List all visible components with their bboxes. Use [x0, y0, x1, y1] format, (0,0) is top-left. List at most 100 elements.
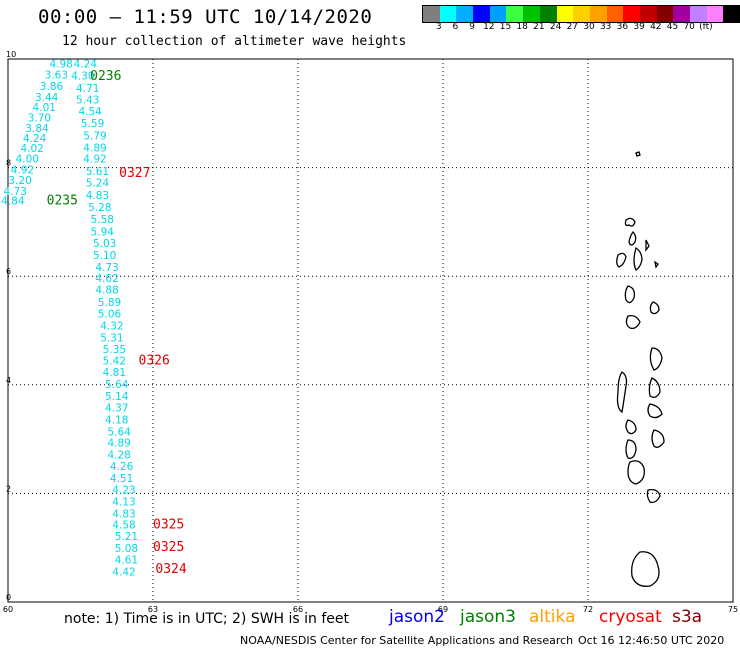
- color-scale-label: 45: [666, 22, 679, 32]
- color-swatch: [573, 6, 590, 22]
- pass-time-label: 0235: [47, 194, 78, 209]
- wave-height-value: 4.83: [86, 190, 109, 202]
- island-outline: [633, 246, 643, 271]
- wave-height-value: 5.24: [86, 178, 110, 190]
- color-scale-bar: [422, 5, 740, 23]
- color-scale-label: 12: [483, 22, 495, 32]
- wave-height-value: 4.24: [23, 133, 47, 145]
- wave-height-value: 4.42: [112, 566, 135, 578]
- legend-cryosat: cryosat: [599, 607, 662, 627]
- color-swatch: [606, 6, 624, 22]
- map-frame: [7, 58, 734, 603]
- lon-tick-label: 60: [3, 605, 13, 614]
- island-outline: [645, 239, 659, 269]
- color-swatch: [656, 6, 674, 22]
- pass-time-label: 0326: [139, 354, 170, 369]
- color-swatch: [673, 6, 690, 22]
- island-outline: [624, 285, 636, 304]
- color-scale-labels: 3 6 9 12 15 18 21 24 27 30 33 36 39 42 45 70 (ft): [422, 22, 740, 34]
- color-scale-label: 24: [549, 22, 562, 32]
- color-scale-label: 30: [583, 22, 595, 32]
- color-swatch: [439, 6, 457, 22]
- wave-height-value: 4.73: [95, 262, 118, 274]
- wave-height-value: 5.35: [103, 344, 126, 356]
- wave-height-value: 5.79: [83, 130, 106, 142]
- color-scale-label: 15: [499, 22, 512, 32]
- wave-height-value: 5.03: [93, 238, 116, 250]
- wave-height-value: 5.64: [107, 426, 131, 438]
- color-scale-label: 33: [599, 22, 612, 32]
- color-swatch: [506, 6, 524, 22]
- wave-height-value: 4.13: [112, 496, 135, 508]
- color-swatch: [639, 6, 657, 22]
- color-scale-label: 36: [616, 22, 629, 32]
- color-scale-label: 18: [516, 22, 528, 32]
- island-outline: [649, 301, 660, 315]
- color-swatch: [456, 6, 474, 22]
- island-outline: [616, 252, 627, 268]
- island-outline: [635, 151, 641, 157]
- wave-height-value: 3.44: [35, 92, 59, 104]
- wave-height-value: 4.02: [20, 143, 43, 155]
- wave-height-value: 5.28: [88, 202, 111, 214]
- wave-height-value: 4.73: [4, 186, 27, 198]
- lat-tick-label: 10: [6, 50, 16, 59]
- island-outline: [627, 460, 645, 485]
- wave-height-value: 4.89: [107, 438, 130, 450]
- color-scale-label: 27: [566, 22, 579, 32]
- wave-height-value: 5.59: [81, 118, 104, 130]
- wave-height-value: 4.30: [71, 71, 94, 83]
- island-outline: [631, 551, 660, 587]
- island-outline: [648, 377, 661, 398]
- wave-height-value: 4.83: [112, 508, 135, 520]
- wave-height-value: 5.42: [103, 356, 126, 368]
- chart-subtitle: 12 hour collection of altimeter wave hei…: [62, 34, 407, 49]
- color-swatch: [723, 6, 740, 22]
- wave-height-value: 5.14: [105, 391, 129, 403]
- wave-height-value: 5.89: [98, 297, 121, 309]
- pass-time-label: 0236: [90, 69, 121, 84]
- wave-height-value: 5.94: [91, 226, 115, 238]
- color-scale-label: 3: [435, 22, 442, 32]
- chart-title: 00:00 – 11:59 UTC 10/14/2020: [38, 6, 373, 28]
- wave-height-value: 4.23: [112, 484, 135, 496]
- island-outline: [628, 231, 637, 246]
- wave-height-value: 3.70: [28, 112, 51, 124]
- lat-tick-label: 4: [6, 376, 11, 385]
- wave-height-value: 4.98: [49, 59, 72, 71]
- wave-height-value: 3.20: [8, 175, 31, 187]
- color-swatch: [690, 6, 707, 22]
- island-outline: [625, 419, 637, 435]
- lat-tick-label: 6: [6, 267, 11, 276]
- pass-time-label: 0324: [155, 562, 186, 577]
- wave-height-value: 5.06: [98, 308, 122, 320]
- wave-height-value: 4.01: [33, 102, 56, 114]
- wave-height-value: 4.61: [115, 554, 138, 566]
- pass-time-label: 0325: [153, 540, 184, 555]
- color-scale-label: 6: [452, 22, 459, 32]
- legend-jason2: jason2: [389, 607, 445, 627]
- island-outline: [646, 488, 661, 504]
- color-swatch: [589, 6, 607, 22]
- island-outline: [649, 347, 663, 371]
- wave-height-value: 4.26: [110, 461, 134, 473]
- wave-height-value: 4.84: [1, 196, 25, 208]
- color-swatch: [623, 6, 640, 22]
- color-scale-label: 9: [469, 22, 475, 32]
- wave-height-value: 4.71: [76, 83, 99, 95]
- color-swatch: [556, 6, 574, 22]
- island-outline: [624, 217, 636, 227]
- color-swatch: [539, 6, 557, 22]
- legend-altika: altika: [529, 607, 576, 627]
- wave-height-value: 4.54: [78, 106, 102, 118]
- color-scale-label: 39: [633, 22, 645, 32]
- wave-height-value: 4.92: [11, 165, 34, 177]
- lon-tick-label: 72: [583, 605, 593, 614]
- wave-height-value: 4.00: [16, 154, 39, 166]
- wave-height-value: 5.21: [115, 531, 138, 543]
- wave-height-value: 4.62: [95, 273, 118, 285]
- color-swatch: [706, 6, 724, 22]
- island-outline: [647, 403, 663, 419]
- lat-tick-label: 0: [6, 593, 11, 602]
